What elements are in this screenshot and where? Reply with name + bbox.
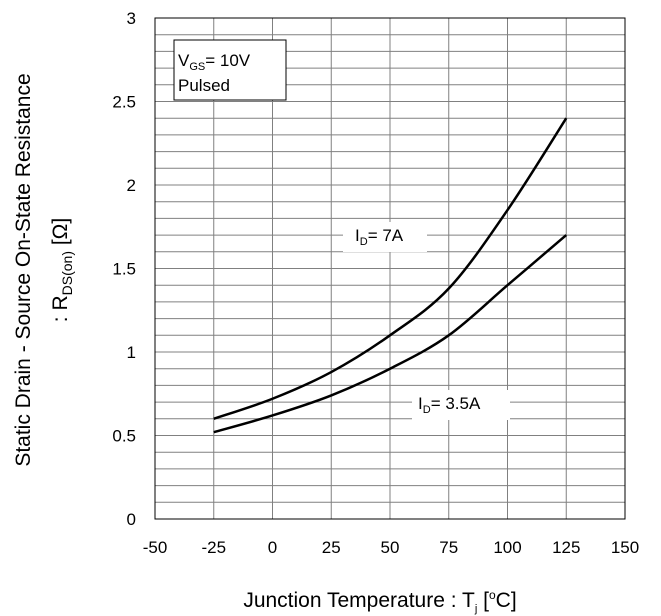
y-tick-label: 0.5 xyxy=(112,427,136,446)
y-tick-label: 0 xyxy=(127,510,136,529)
series-label-7a: ID= 7A xyxy=(343,222,427,252)
y-tick-label: 2 xyxy=(127,176,136,195)
x-tick-label: -25 xyxy=(201,538,226,557)
y-axis-title-line1: Static Drain - Source On-State Resistanc… xyxy=(12,73,35,466)
x-tick-label: 0 xyxy=(268,538,277,557)
x-tick-label: 50 xyxy=(381,538,400,557)
y-axis-title: Static Drain - Source On-State Resistanc… xyxy=(12,73,75,466)
plot-frame xyxy=(154,17,626,520)
series-line-3-5a xyxy=(213,234,568,434)
x-tick-labels: -50 -25 0 25 50 75 100 125 150 xyxy=(143,538,639,557)
x-tick-label: 125 xyxy=(552,538,580,557)
series-label-7a-text: ID= 7A xyxy=(355,226,404,248)
x-tick-label: 100 xyxy=(493,538,521,557)
y-tick-labels: 0 0.5 1 1.5 2 2.5 3 xyxy=(112,9,136,529)
y-axis-title-line2: : RDS(on) [Ω] xyxy=(49,218,75,322)
x-tick-label: 150 xyxy=(611,538,639,557)
x-axis-title: Junction Temperature : Tj [oC] xyxy=(243,588,516,615)
series-line-7a xyxy=(213,117,568,420)
conditions-line1: VGS= 10V xyxy=(178,51,251,73)
x-tick-label: -50 xyxy=(143,538,168,557)
x-tick-label: 25 xyxy=(322,538,341,557)
series-group xyxy=(213,117,568,434)
series-label-3-5a-text: ID= 3.5A xyxy=(418,394,481,416)
conditions-box: VGS= 10V Pulsed xyxy=(173,39,287,101)
conditions-line2: Pulsed xyxy=(178,76,230,95)
series-label-3-5a: ID= 3.5A xyxy=(412,390,510,420)
grid xyxy=(154,17,626,520)
y-tick-label: 1 xyxy=(127,343,136,362)
x-tick-label: 75 xyxy=(439,538,458,557)
y-tick-label: 1.5 xyxy=(112,260,136,279)
y-tick-label: 3 xyxy=(127,9,136,28)
y-tick-label: 2.5 xyxy=(112,93,136,112)
